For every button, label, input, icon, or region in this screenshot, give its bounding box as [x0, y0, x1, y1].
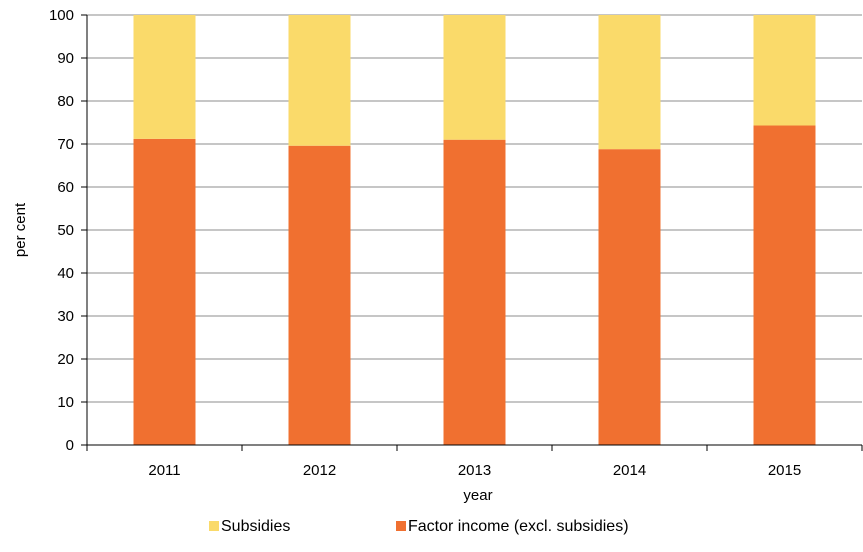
bar-segment-factor-income-2013: [443, 139, 506, 445]
bar-segment-subsidies-2012: [288, 15, 351, 146]
bar-segment-subsidies-2011: [133, 15, 196, 139]
x-tick-label: 2012: [303, 462, 336, 479]
legend-swatch: [209, 521, 219, 531]
y-tick-label: 80: [57, 93, 74, 110]
y-axis-title: per cent: [12, 202, 29, 257]
legend: Subsidies Factor income (excl. subsidies): [209, 518, 629, 535]
y-tick-label: 30: [57, 308, 74, 325]
bar-segment-factor-income-2014: [598, 149, 661, 445]
legend-label: Factor income (excl. subsidies): [408, 518, 629, 535]
axes: 0 10 20 30 40 50 60 70 80 90 100 2011 2012 2013 2014 20…: [49, 7, 863, 479]
bar-segment-factor-income-2012: [288, 145, 351, 445]
bar-segment-subsidies-2014: [598, 15, 661, 150]
bars: [133, 15, 816, 445]
legend-label: Subsidies: [221, 518, 290, 535]
x-tick-label: 2011: [148, 462, 180, 479]
bar-segment-subsidies-2013: [443, 15, 506, 140]
x-tick-label: 2015: [768, 462, 801, 479]
y-tick-label: 90: [57, 50, 74, 67]
y-tick-label: 50: [57, 222, 74, 239]
bar-segment-factor-income-2015: [753, 125, 816, 445]
x-tick-label: 2013: [458, 462, 491, 479]
y-tick-label: 20: [57, 351, 74, 368]
y-tick-label: 60: [57, 179, 74, 196]
bar-segment-subsidies-2015: [753, 15, 816, 126]
y-tick-label: 100: [49, 7, 74, 24]
bar-segment-factor-income-2011: [133, 138, 196, 445]
y-tick-label: 10: [57, 394, 74, 411]
x-tick-label: 2014: [613, 462, 646, 479]
y-tick-label: 0: [66, 437, 74, 454]
legend-swatch: [396, 521, 406, 531]
y-tick-label: 40: [57, 265, 74, 282]
y-tick-label: 70: [57, 136, 74, 153]
x-axis-title: year: [463, 487, 492, 504]
